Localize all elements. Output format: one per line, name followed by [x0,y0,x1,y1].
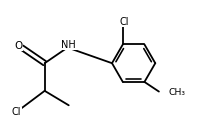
Text: Cl: Cl [12,107,21,118]
Text: O: O [14,41,22,51]
Text: NH: NH [61,40,76,50]
Text: Cl: Cl [119,17,129,27]
Text: CH₃: CH₃ [168,88,185,97]
